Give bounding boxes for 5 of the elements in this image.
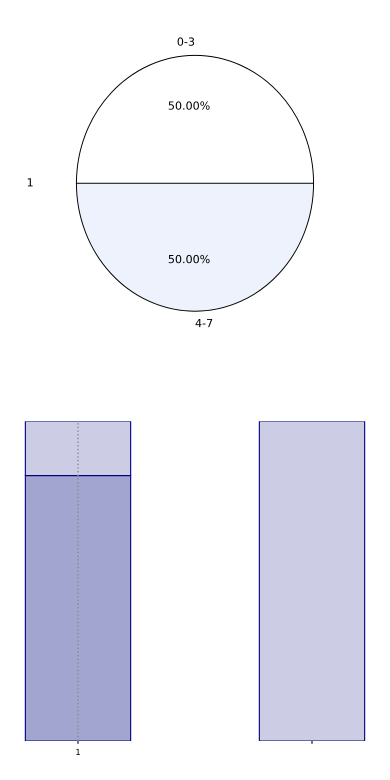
text: 1 <box>28 178 33 186</box>
data-label: 50.00% <box>168 254 210 264</box>
slice-label: 0-3 <box>178 37 194 46</box>
data-label: 50.00% <box>168 101 210 110</box>
slice-label: 4-7 <box>196 318 212 328</box>
